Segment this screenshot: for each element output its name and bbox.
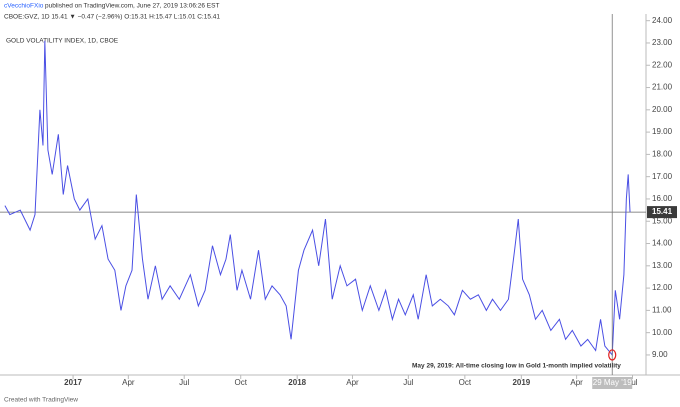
x-tick-label: 2018 <box>288 378 306 387</box>
y-tick-label: 17.00 <box>652 172 673 181</box>
annotation: May 29, 2019: All-time closing low in Go… <box>412 363 621 370</box>
y-tick-label: 15.00 <box>652 216 673 225</box>
published: published on TradingView.com, June 27, 2… <box>45 3 219 10</box>
publisher[interactable]: cVecchioFXio <box>4 3 44 10</box>
y-tick-label: 9.00 <box>652 350 668 359</box>
x-tick-label: Apr <box>122 378 135 387</box>
crosshair-label-box <box>592 377 633 389</box>
x-tick-label: 2017 <box>64 378 82 387</box>
x-tick-label: Apr <box>346 378 359 387</box>
x-tick-label: 2019 <box>512 378 530 387</box>
chart-title: GOLD VOLATILITY INDEX, 1D, CBOE <box>6 38 119 45</box>
crosshair-label: 29 May '19 <box>593 378 632 387</box>
last-price-label: 15.41 <box>652 207 673 216</box>
y-tick-label: 19.00 <box>652 127 673 136</box>
x-tick-label: Jul <box>403 378 413 387</box>
series-line <box>4 40 631 357</box>
y-tick-label: 14.00 <box>652 239 673 248</box>
y-tick-label: 11.00 <box>652 305 672 314</box>
y-tick-label: 23.00 <box>652 38 673 47</box>
y-tick-label: 10.00 <box>652 328 673 337</box>
y-tick-label: 13.00 <box>652 261 673 270</box>
x-tick-label: Jul <box>179 378 189 387</box>
y-tick-label: 24.00 <box>652 16 673 25</box>
highlight-circle <box>608 349 617 361</box>
x-tick-label: Oct <box>234 378 247 387</box>
x-tick-label: Jul <box>627 378 637 387</box>
x-tick-label: Apr <box>570 378 583 387</box>
y-tick-label: 12.00 <box>652 283 673 292</box>
x-tick-label: Oct <box>459 378 472 387</box>
y-tick-label: 22.00 <box>652 60 673 69</box>
y-tick-label: 16.00 <box>652 194 673 203</box>
y-tick-label: 20.00 <box>652 105 673 114</box>
y-tick-label: 18.00 <box>652 149 673 158</box>
quote: CBOE:GVZ, 1D 15.41 ▼ −0.47 (−2.96%) O:15… <box>4 14 220 21</box>
last-price-box <box>647 206 677 219</box>
footer[interactable]: Created with TradingView <box>4 397 78 404</box>
y-tick-label: 21.00 <box>652 83 673 92</box>
